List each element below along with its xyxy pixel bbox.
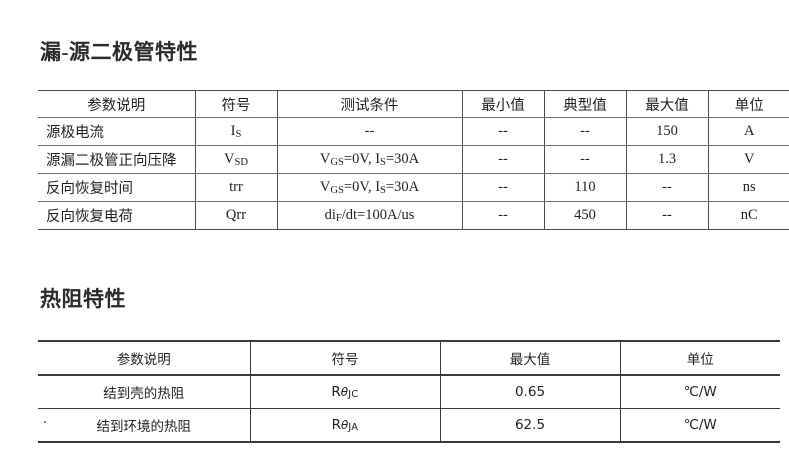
condition-part: /dt=100A/us — [341, 207, 415, 223]
table-row: 反向恢复时间 trr VGS=0V, IS=30A -- 110 -- ns — [38, 173, 789, 202]
table-row: 结到环境的热阻 RθJA 62.5 ℃/W — [38, 408, 780, 443]
condition-subscript: S — [380, 184, 386, 196]
column-header-max: 最大值 — [626, 90, 709, 118]
table-row: 反向恢复电荷 Qrr diF/dt=100A/us -- 450 -- nC — [38, 201, 789, 230]
condition-subscript: GS — [330, 184, 344, 196]
table-row: 结到壳的热阻 RθJC 0.65 ℃/W — [38, 374, 780, 409]
symbol-subscript: SD — [234, 156, 248, 168]
table-header-row: 参数说明 符号 测试条件 最小值 典型值 最大值 单位 — [38, 90, 789, 118]
symbol-subscript: JA — [348, 421, 359, 433]
column-header-description: 参数说明 — [38, 90, 196, 118]
theta-symbol: θ — [340, 418, 349, 432]
cell-description: 源漏二极管正向压降 — [38, 145, 196, 174]
condition-part: =0V, I — [343, 179, 381, 195]
symbol-base: V — [223, 151, 235, 167]
cell-symbol: VSD — [195, 145, 278, 174]
cell-min: -- — [462, 173, 545, 202]
thermal-resistance-table: 参数说明 符号 最大值 单位 结到壳的热阻 RθJC 0.65 ℃/W 结到环境… — [38, 340, 780, 443]
scan-artifact-dot — [44, 421, 46, 423]
cell-description: 结到壳的热阻 — [38, 374, 251, 409]
symbol-base: R — [331, 417, 341, 433]
column-header-description: 参数说明 — [38, 340, 251, 376]
cell-typ: -- — [544, 117, 627, 146]
cell-condition: diF/dt=100A/us — [277, 201, 463, 230]
cell-description: 结到环境的热阻 — [38, 408, 251, 443]
condition-part: di — [324, 207, 336, 223]
column-header-min: 最小值 — [462, 90, 545, 118]
column-header-unit: 单位 — [708, 90, 789, 118]
cell-typ: -- — [544, 145, 627, 174]
cell-typ: 450 — [544, 201, 627, 230]
symbol-base: trr — [229, 179, 243, 195]
column-header-symbol: 符号 — [195, 90, 278, 118]
table-row: 源漏二极管正向压降 VSD VGS=0V, IS=30A -- -- 1.3 V — [38, 145, 789, 174]
cell-symbol: Qrr — [195, 201, 278, 230]
cell-max: 1.3 — [626, 145, 709, 174]
table-header-row: 参数说明 符号 最大值 单位 — [38, 340, 780, 376]
cell-unit: A — [708, 117, 789, 146]
cell-description: 源极电流 — [38, 117, 196, 146]
symbol-subscript: JC — [348, 388, 359, 400]
condition-part: V — [319, 151, 331, 167]
condition-subscript: S — [380, 156, 386, 168]
cell-min: -- — [462, 117, 545, 146]
cell-condition: VGS=0V, IS=30A — [277, 173, 463, 202]
column-header-typ: 典型值 — [544, 90, 627, 118]
cell-unit: ℃/W — [620, 374, 780, 409]
cell-description: 反向恢复电荷 — [38, 201, 196, 230]
condition-part: =30A — [385, 151, 420, 167]
column-header-unit: 单位 — [620, 340, 780, 376]
cell-max: -- — [626, 201, 709, 230]
cell-min: -- — [462, 145, 545, 174]
condition-part: =0V, I — [343, 151, 381, 167]
symbol-base: Qrr — [225, 207, 247, 223]
column-header-conditions: 测试条件 — [277, 90, 463, 118]
condition-part: V — [319, 179, 331, 195]
cell-unit: V — [708, 145, 789, 174]
symbol-base: I — [230, 123, 236, 139]
condition-subscript: GS — [330, 156, 344, 168]
cell-description: 反向恢复时间 — [38, 173, 196, 202]
cell-symbol: RθJA — [250, 408, 441, 443]
condition-subscript: F — [335, 212, 342, 224]
cell-max: -- — [626, 173, 709, 202]
cell-symbol: RθJC — [250, 374, 441, 409]
cell-unit: ℃/W — [620, 408, 780, 443]
theta-symbol: θ — [340, 385, 349, 399]
cell-typ: 110 — [544, 173, 627, 202]
section-heading-thermal: 热阻特性 — [40, 287, 126, 311]
cell-condition: -- — [277, 117, 463, 146]
cell-symbol: IS — [195, 117, 278, 146]
cell-unit: nC — [708, 201, 789, 230]
cell-symbol: trr — [195, 173, 278, 202]
cell-max: 0.65 — [440, 374, 621, 409]
cell-condition: VGS=0V, IS=30A — [277, 145, 463, 174]
cell-max: 62.5 — [440, 408, 621, 443]
symbol-subscript: S — [235, 128, 242, 140]
condition-part: =30A — [385, 179, 420, 195]
diode-characteristics-table: 参数说明 符号 测试条件 最小值 典型值 最大值 单位 源极电流 IS -- -… — [38, 90, 789, 230]
cell-max: 150 — [626, 117, 709, 146]
table-row: 源极电流 IS -- -- -- 150 A — [38, 117, 789, 146]
cell-min: -- — [462, 201, 545, 230]
column-header-max: 最大值 — [440, 340, 621, 376]
column-header-symbol: 符号 — [250, 340, 441, 376]
symbol-base: R — [331, 384, 341, 400]
section-heading-diode: 漏-源二极管特性 — [40, 40, 198, 64]
cell-unit: ns — [708, 173, 789, 202]
